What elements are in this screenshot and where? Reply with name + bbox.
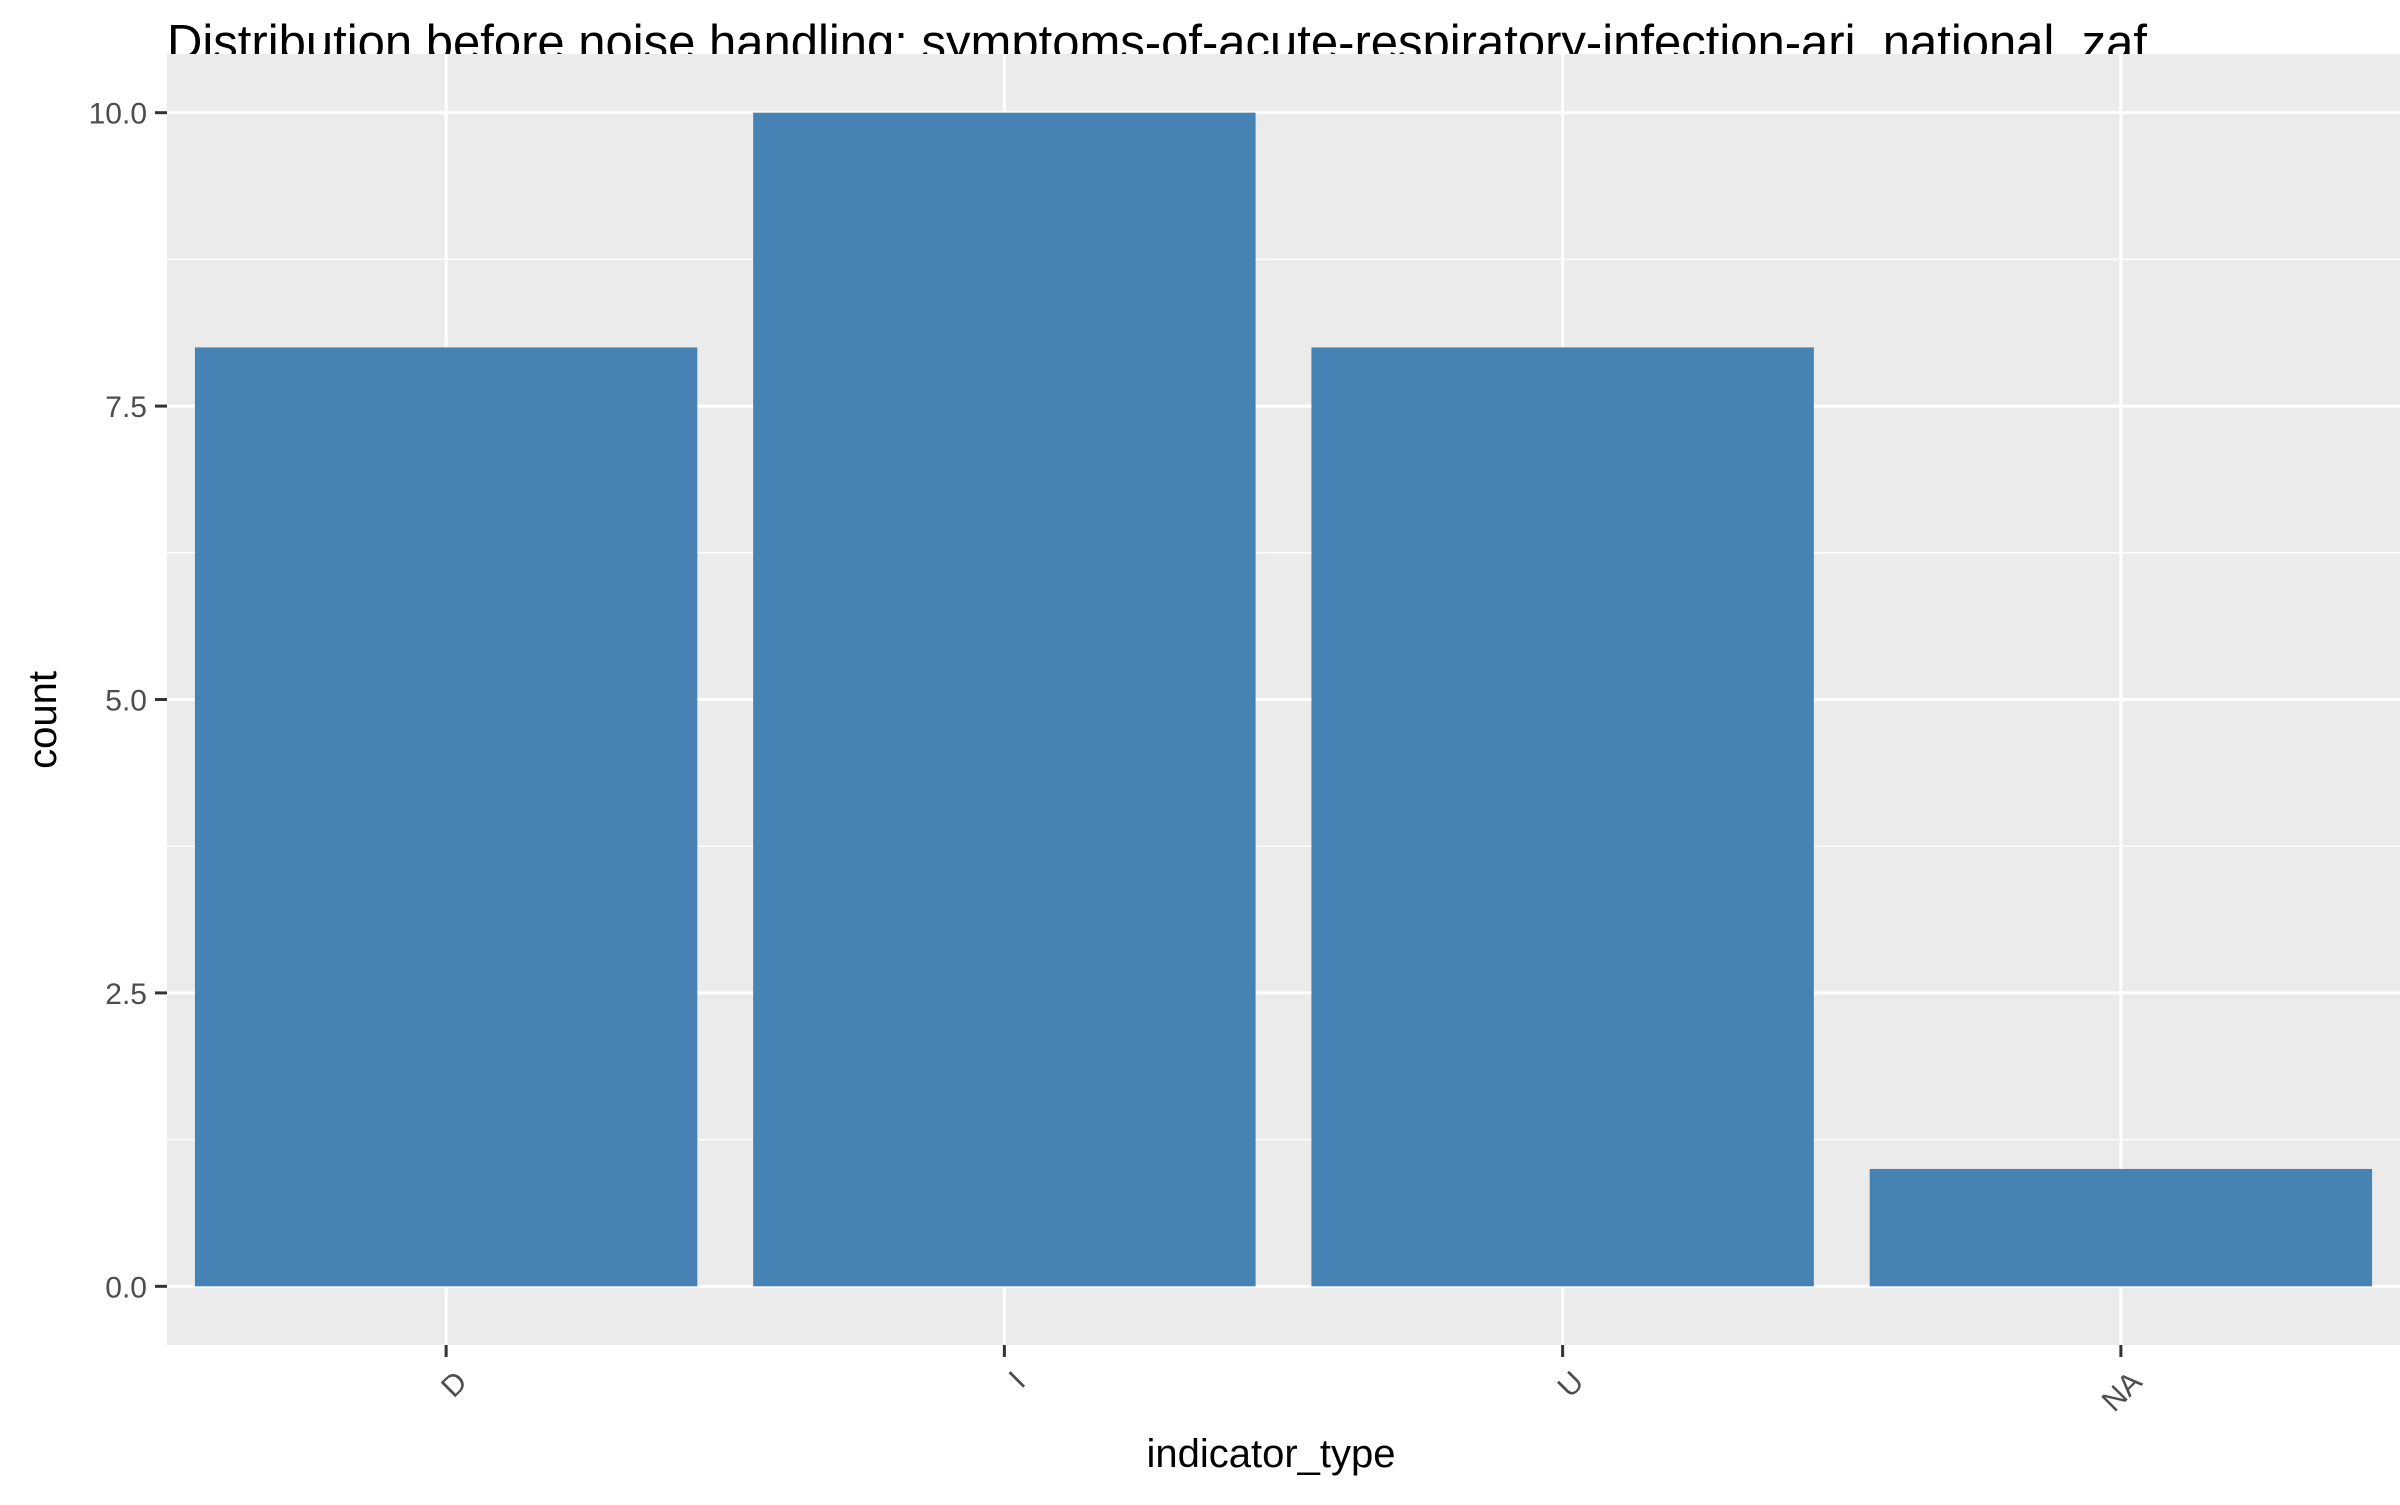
y-tick-label: 10.0 xyxy=(89,98,147,131)
bar-i xyxy=(753,112,1256,1287)
bar-u xyxy=(1311,347,1814,1287)
bar-na xyxy=(1869,1168,2373,1287)
x-tick-label: NA xyxy=(2096,1365,2149,1418)
y-tick-label: 2.5 xyxy=(105,978,147,1011)
y-tick-label: 7.5 xyxy=(105,391,147,424)
x-tick-label: I xyxy=(1003,1365,1032,1394)
x-axis-title: indicator_type xyxy=(1146,1432,1395,1476)
x-axis: D I U NA xyxy=(435,1345,2149,1418)
bar-d xyxy=(194,347,698,1287)
x-tick-label: U xyxy=(1552,1365,1591,1404)
y-axis: 0.0 2.5 5.0 7.5 10.0 xyxy=(89,98,167,1304)
y-tick-label: 0.0 xyxy=(105,1271,147,1304)
y-tick-label: 5.0 xyxy=(105,685,147,718)
x-tick-label: D xyxy=(435,1365,474,1404)
bars xyxy=(194,112,2373,1287)
y-axis-title: count xyxy=(21,671,65,769)
